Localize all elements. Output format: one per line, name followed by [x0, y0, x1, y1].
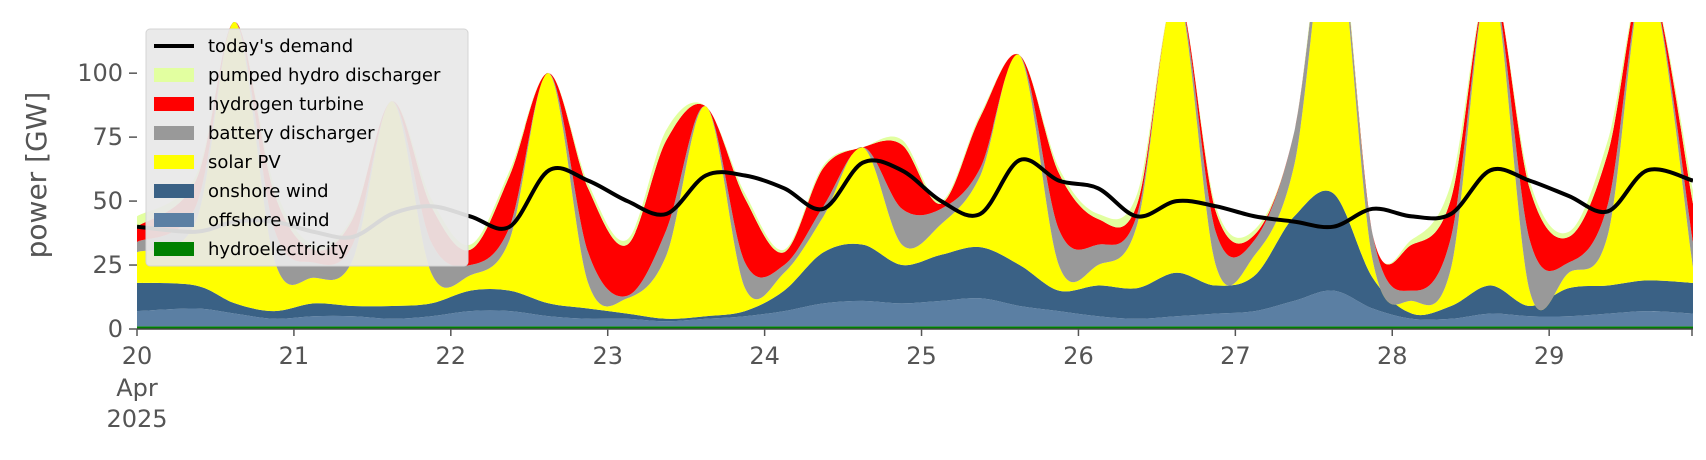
- legend-label: today's demand: [208, 36, 353, 57]
- x-tick-label: 21: [279, 342, 310, 370]
- legend-label: solar PV: [208, 152, 281, 173]
- x-tick-label: 29: [1534, 342, 1565, 370]
- legend-label: battery discharger: [208, 123, 375, 144]
- legend-swatch: [154, 242, 194, 256]
- legend-swatch: [154, 126, 194, 140]
- x-tick-sublabel: Apr: [116, 374, 158, 402]
- y-tick-label: 25: [92, 251, 123, 279]
- x-tick-sublabel: 2025: [106, 405, 167, 433]
- legend: today's demand pumped hydro discharger hyd…: [145, 28, 469, 267]
- x-tick-label: 26: [1063, 342, 1094, 370]
- x-tick-label: 28: [1377, 342, 1408, 370]
- legend-swatch: [154, 68, 194, 82]
- x-tick-label: 24: [749, 342, 780, 370]
- y-tick-label: 0: [108, 315, 123, 343]
- legend-box: [145, 28, 469, 267]
- legend-label: hydroelectricity: [208, 239, 349, 260]
- area-offshore-wind: [137, 290, 1693, 327]
- y-axis-label: power [GW]: [20, 92, 53, 259]
- x-tick-label: 23: [592, 342, 623, 370]
- legend-label: offshore wind: [208, 210, 330, 231]
- legend-label: pumped hydro discharger: [208, 65, 441, 86]
- y-axis: 0 25 50 75 100: [77, 59, 137, 343]
- x-axis: 20 Apr 2025 21 22 23 24 25 26 27 28 29: [106, 329, 1693, 433]
- y-tick-label: 75: [92, 123, 123, 151]
- x-tick-label: 22: [436, 342, 467, 370]
- y-tick-label: 100: [77, 59, 123, 87]
- legend-label: hydrogen turbine: [208, 94, 364, 115]
- legend-swatch: [154, 213, 194, 227]
- x-tick-label: 27: [1220, 342, 1251, 370]
- x-tick-label: 25: [906, 342, 937, 370]
- legend-swatch: [154, 97, 194, 111]
- legend-swatch: [154, 184, 194, 198]
- area-battery-discharger: [137, 22, 1693, 310]
- legend-label: onshore wind: [208, 181, 329, 202]
- legend-swatch: [154, 155, 194, 169]
- x-tick-label: 20: [122, 342, 153, 370]
- area-solar-pv: [137, 22, 1693, 319]
- y-tick-label: 50: [92, 187, 123, 215]
